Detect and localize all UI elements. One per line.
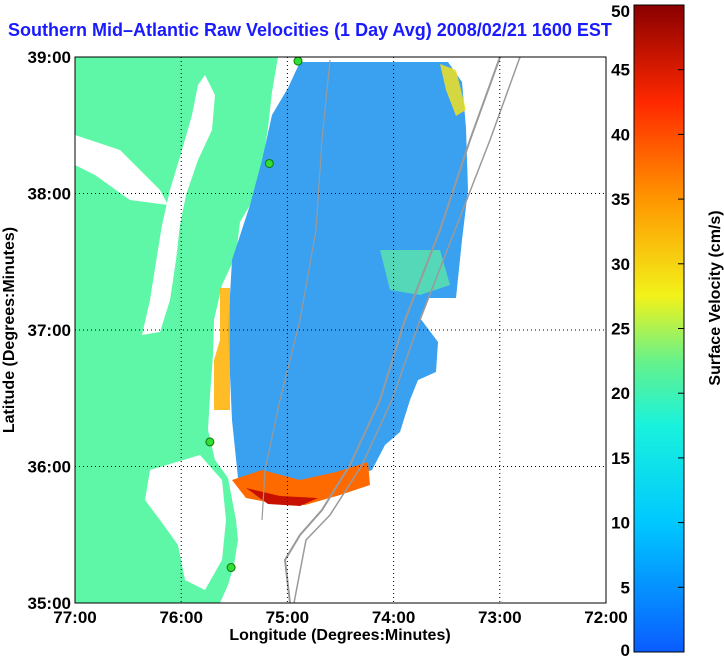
colorbar-tick-label: 25 [611, 320, 630, 339]
radar-site-markers [205, 57, 303, 573]
chart-title: Southern Mid–Atlantic Raw Velocities (1 … [8, 20, 612, 40]
chesapeake-bay [142, 75, 215, 335]
y-tick-label: 35:00 [28, 594, 71, 613]
x-axis-ticks: 77:00 76:00 75:00 74:00 73:00 72:00 [53, 608, 627, 627]
grid-lines [75, 57, 606, 603]
x-tick-label: 73:00 [478, 608, 521, 627]
x-tick-label: 77:00 [53, 608, 96, 627]
y-tick-label: 38:00 [28, 185, 71, 204]
colorbar-tick-label: 50 [611, 2, 630, 21]
colorbar-tick-label: 35 [611, 190, 630, 209]
x-tick-label: 76:00 [159, 608, 202, 627]
colorbar [633, 4, 685, 653]
velocity-fast-north [440, 64, 466, 116]
colorbar-tick-label: 20 [611, 384, 630, 403]
bathymetry-contour [293, 57, 521, 603]
plot-frame [74, 56, 607, 604]
colorbar-tick-label: 0 [621, 641, 630, 659]
bathymetry-contour [283, 57, 501, 603]
x-tick-label: 74:00 [372, 608, 415, 627]
colorbar-tick-label: 45 [611, 61, 630, 80]
y-axis-label: Latitude (Degrees:Minutes) [1, 227, 18, 433]
y-tick-label: 36:00 [28, 458, 71, 477]
colorbar-ticks: 0 5 10 15 20 25 30 35 40 45 50 [611, 2, 684, 659]
radar-site-marker [205, 437, 215, 447]
pamlico-sound [145, 455, 226, 590]
colorbar-label: Surface Velocity (cm/s) [707, 210, 724, 385]
colorbar-tick-label: 5 [621, 578, 630, 597]
velocity-field [228, 62, 468, 498]
radar-site-marker [293, 57, 303, 66]
x-axis-label: Longitude (Degrees:Minutes) [229, 627, 450, 644]
colorbar-tick-label: 40 [611, 125, 630, 144]
radar-site-marker [264, 158, 274, 168]
x-tick-label: 72:00 [584, 608, 627, 627]
colorbar-tick-label: 15 [611, 449, 630, 468]
velocity-mid-east [380, 250, 450, 295]
y-axis-ticks: 39:00 38:00 37:00 36:00 35:00 [28, 48, 71, 613]
colorbar-tick-label: 10 [611, 514, 630, 533]
y-tick-label: 39:00 [28, 48, 71, 67]
velocity-fast-west [214, 288, 230, 410]
bathymetry-contour [261, 59, 331, 521]
colorbar-tick-label: 30 [611, 255, 630, 274]
radar-site-marker [226, 563, 236, 573]
bay-inlet [75, 135, 168, 205]
x-tick-label: 75:00 [266, 608, 309, 627]
y-tick-label: 37:00 [28, 321, 71, 340]
